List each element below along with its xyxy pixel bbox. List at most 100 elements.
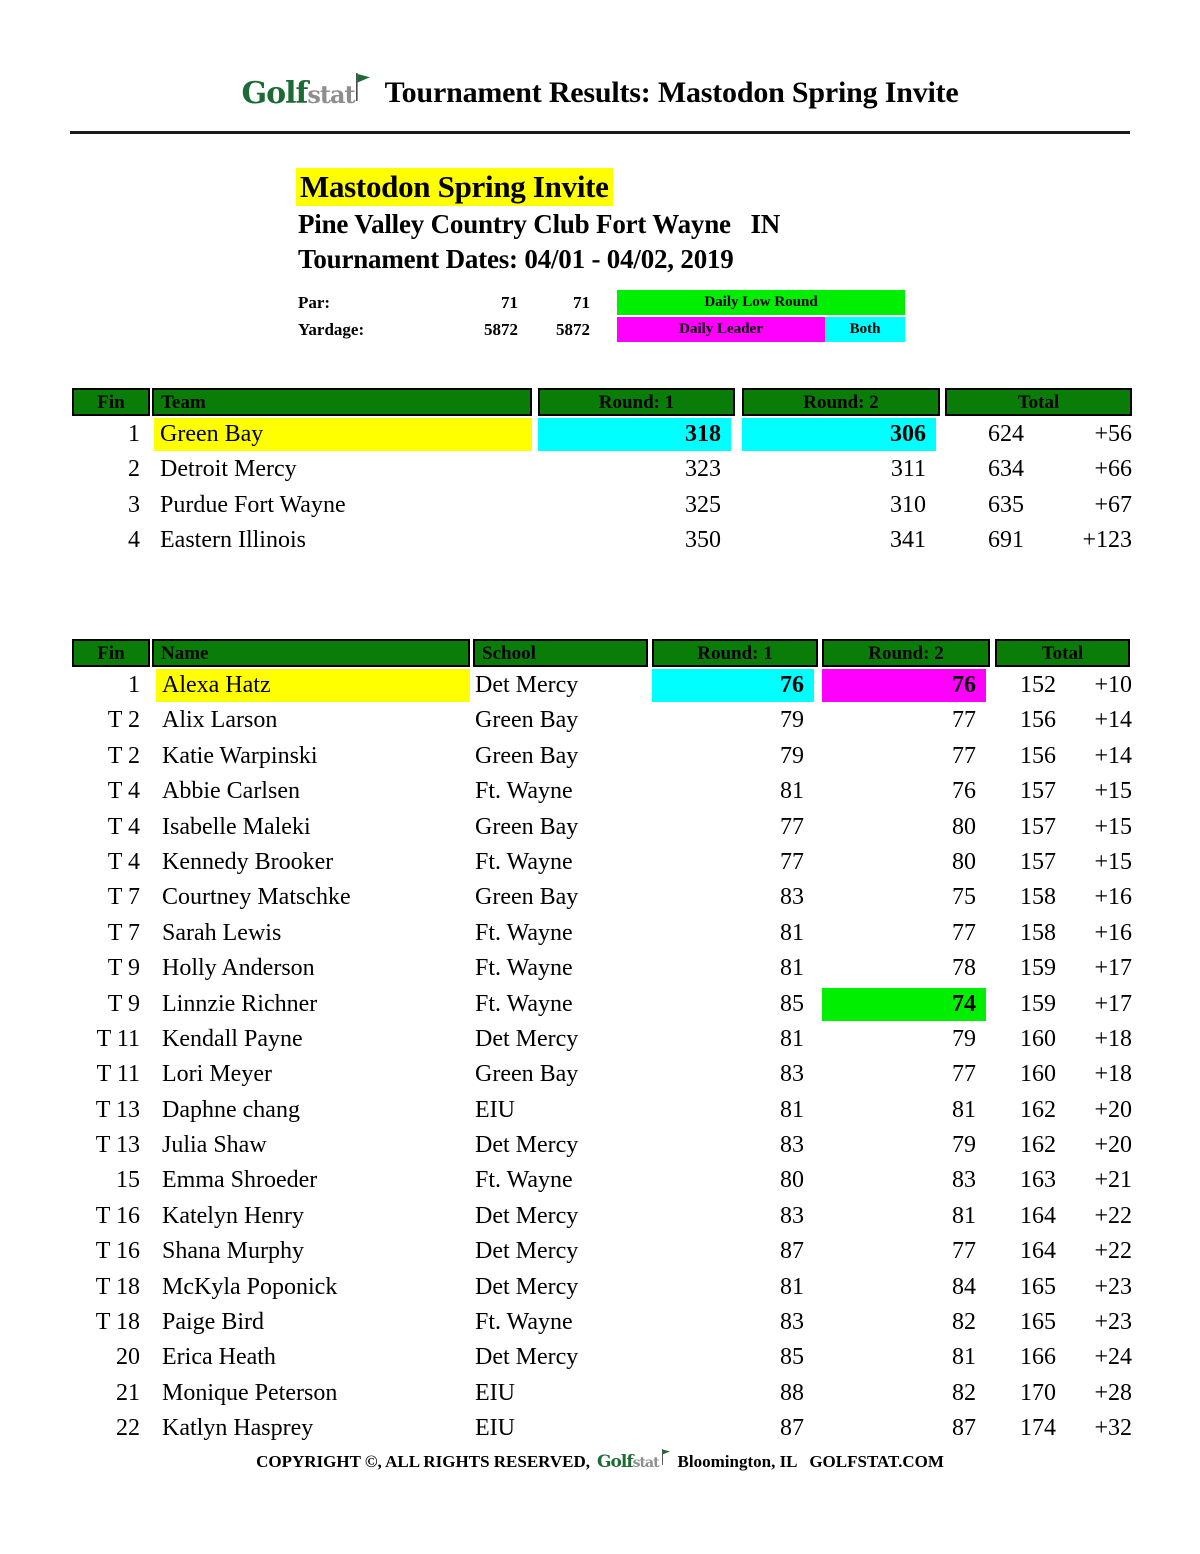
player-row-par: +15 [1094,778,1132,805]
tournament-name: Mastodon Spring Invite [296,168,613,206]
player-table-row[interactable]: 1 Alexa Hatz Det Mercy 76 76 152 +10 [70,669,1132,704]
player-row-round2: 80 [952,848,976,875]
team-row-round2: 311 [890,456,926,483]
team-row-total: 624 [988,421,1024,447]
player-row-par: +24 [1094,1344,1132,1371]
player-table-row[interactable]: 22 Katlyn Hasprey EIU 87 87 174 +32 [70,1412,1132,1447]
player-row-par: +14 [1094,707,1132,734]
player-table-row[interactable]: 20 Erica Heath Det Mercy 85 81 166 +24 [70,1341,1132,1376]
player-row-par: +10 [1094,672,1132,698]
player-table-row[interactable]: 21 Monique Peterson EIU 88 82 170 +28 [70,1377,1132,1412]
player-row-round1: 79 [780,742,804,769]
team-row-par: +56 [1094,421,1132,447]
player-row-school: EIU [475,1379,515,1406]
player-row-school: Green Bay [475,884,579,911]
player-row-round2: 82 [952,1379,976,1406]
player-row-total: 159 [1020,990,1056,1017]
player-row-round1: 81 [780,955,804,982]
team-row-name: Green Bay [154,418,532,451]
player-row-finish: 20 [116,1344,140,1371]
player-table-row[interactable]: T 9 Linnzie Richner Ft. Wayne 85 74 159 +17 [70,987,1132,1023]
player-table-row[interactable]: T 7 Sarah Lewis Ft. Wayne 81 77 158 +16 [70,917,1132,952]
team-table-row[interactable]: 3 Purdue Fort Wayne 325 310 635 +67 [70,489,1132,524]
player-table-row[interactable]: T 18 McKyla Poponick Det Mercy 81 84 165 +23 [70,1271,1132,1306]
player-row-school: Det Mercy [475,672,579,698]
player-table-row[interactable]: T 16 Katelyn Henry Det Mercy 83 81 164 +22 [70,1200,1132,1235]
player-row-name: Holly Anderson [162,955,315,982]
player-row-round2: 87 [952,1415,976,1442]
player-row-school: Ft. Wayne [475,955,573,982]
player-table-row[interactable]: T 13 Julia Shaw Det Mercy 83 79 162 +20 [70,1129,1132,1164]
yardage-row: Yardage: 5872 5872 Daily Leader Both [298,317,908,344]
player-row-school: Det Mercy [475,1238,579,1265]
player-table-row[interactable]: T 9 Holly Anderson Ft. Wayne 81 78 159 +17 [70,952,1132,987]
team-table-row[interactable]: 2 Detroit Mercy 323 311 634 +66 [70,453,1132,488]
player-row-total: 163 [1020,1167,1056,1194]
team-col-total: Total [945,388,1132,416]
player-row-round1: 80 [780,1167,804,1194]
player-table-row[interactable]: T 2 Katie Warpinski Green Bay 79 77 156 +14 [70,740,1132,775]
player-table-row[interactable]: T 13 Daphne chang EIU 81 81 162 +20 [70,1094,1132,1129]
player-row-par: +22 [1094,1238,1132,1265]
player-row-name: Alexa Hatz [156,669,470,702]
player-row-total: 156 [1020,742,1056,769]
player-table-row[interactable]: T 7 Courtney Matschke Green Bay 83 75 158 +16 [70,881,1132,916]
par-row: Par: 71 71 Daily Low Round [298,290,908,317]
player-row-finish: T 18 [95,1309,140,1336]
player-row-round1: 87 [780,1415,804,1442]
team-results-table: Fin Team Round: 1 Round: 2 Total 1 Green … [70,388,1132,560]
player-row-round1: 85 [780,1344,804,1371]
player-table-row[interactable]: 15 Emma Shroeder Ft. Wayne 80 83 163 +21 [70,1164,1132,1199]
player-row-finish: 21 [116,1379,140,1406]
player-row-round1: 76 [652,669,814,702]
player-row-total: 164 [1020,1238,1056,1265]
player-row-finish: T 13 [95,1132,140,1159]
player-table-row[interactable]: T 11 Lori Meyer Green Bay 83 77 160 +18 [70,1058,1132,1093]
player-row-name: Linnzie Richner [162,990,318,1017]
player-row-school: Ft. Wayne [475,990,573,1017]
team-table-row[interactable]: 1 Green Bay 318 306 624 +56 [70,418,1132,453]
player-row-finish: T 9 [107,955,140,982]
yardage-round1-value: 5872 [484,320,518,339]
tournament-course: Pine Valley Country Club Fort Wayne IN [298,209,781,239]
team-row-finish: 4 [128,527,140,554]
tournament-dates: Tournament Dates: 04/01 - 04/02, 2019 [298,244,734,274]
player-row-school: Ft. Wayne [475,1167,573,1194]
player-row-finish: T 2 [107,742,140,769]
player-row-par: +17 [1094,990,1132,1017]
page-footer: COPYRIGHT ©, ALL RIGHTS RESERVED, Golfst… [0,1449,1200,1472]
player-row-name: Katie Warpinski [162,742,318,769]
team-row-finish: 2 [128,456,140,483]
player-row-name: McKyla Poponick [162,1273,338,1300]
player-row-round2: 81 [952,1344,976,1371]
logo-stat-text: stat [307,80,355,109]
player-row-par: +20 [1094,1096,1132,1123]
player-row-name: Kennedy Brooker [162,848,334,875]
player-row-total: 162 [1020,1132,1056,1159]
player-row-round1: 81 [780,1273,804,1300]
player-table-row[interactable]: T 4 Kennedy Brooker Ft. Wayne 77 80 157 +15 [70,846,1132,881]
player-row-finish: 1 [128,672,140,698]
team-row-round1: 318 [538,418,731,451]
player-table-row[interactable]: T 16 Shana Murphy Det Mercy 87 77 164 +22 [70,1235,1132,1270]
player-row-name: Emma Shroeder [162,1167,318,1194]
player-table-row[interactable]: T 2 Alix Larson Green Bay 79 77 156 +14 [70,704,1132,739]
player-table-row[interactable]: T 18 Paige Bird Ft. Wayne 83 82 165 +23 [70,1306,1132,1341]
player-row-par: +23 [1094,1273,1132,1300]
player-col-fin: Fin [72,639,150,667]
individual-results-table: Fin Name School Round: 1 Round: 2 Total … [70,639,1132,1448]
player-row-name: Julia Shaw [162,1132,267,1159]
player-table-row[interactable]: T 4 Isabelle Maleki Green Bay 77 80 157 +15 [70,811,1132,846]
team-row-round2: 306 [742,418,936,451]
player-table-row[interactable]: T 11 Kendall Payne Det Mercy 81 79 160 +18 [70,1023,1132,1058]
player-row-finish: T 7 [107,884,140,911]
player-row-round2: 77 [952,742,976,769]
player-table-row[interactable]: T 4 Abbie Carlsen Ft. Wayne 81 76 157 +15 [70,775,1132,810]
player-row-total: 156 [1020,707,1056,734]
player-row-round2: 79 [952,1132,976,1159]
player-row-finish: T 9 [107,990,140,1017]
player-row-round1: 81 [780,1025,804,1052]
team-table-row[interactable]: 4 Eastern Illinois 350 341 691 +123 [70,524,1132,559]
player-row-round2: 80 [952,813,976,840]
player-table-header: Fin Name School Round: 1 Round: 2 Total [70,639,1132,669]
